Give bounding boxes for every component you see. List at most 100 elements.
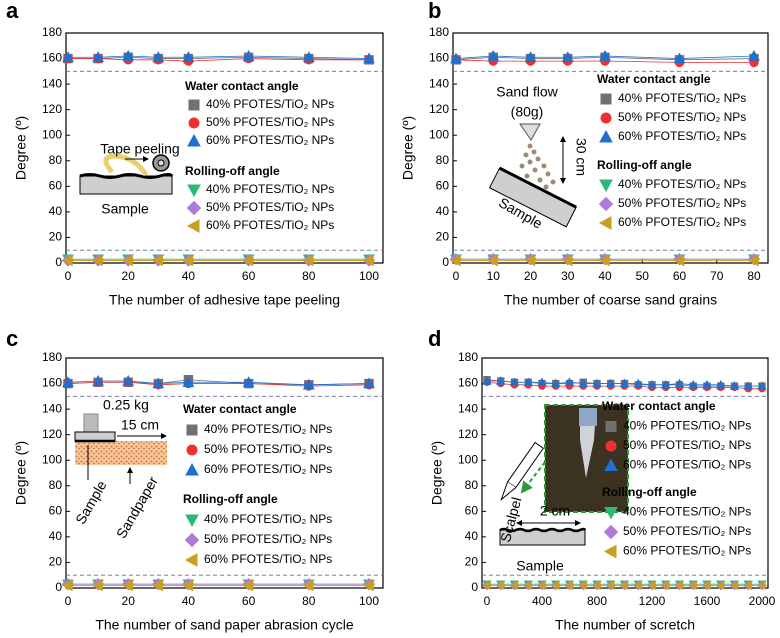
y-tick-label: 140 [42,401,62,415]
series-line [67,380,370,386]
y-tick-label: 120 [429,102,449,116]
data-point [743,580,752,591]
data-point [509,377,520,386]
data-point [122,49,135,61]
data-point [242,254,254,267]
data-point [598,254,610,267]
x-tick-label: 40 [182,594,196,608]
y-tick-label: 60 [436,179,450,193]
x-axis-title: The number of coarse sand grains [504,292,717,308]
annotation: 2 cm [540,503,570,519]
data-point [182,579,194,592]
legend-header: Rolling-off angle [185,164,280,178]
legend-marker [603,544,617,559]
y-tick-label: 140 [458,401,478,415]
data-point [619,580,629,591]
data-point [496,376,506,385]
y-tick-label: 60 [49,179,63,193]
data-point [688,379,698,389]
y-tick-label: 180 [42,350,62,364]
y-axis-title: Degree (º) [429,441,445,505]
x-tick-label: 1600 [694,594,721,608]
legend-header: Rolling-off angle [602,485,697,499]
legend-label: 50% PFOTES/TiO₂ NPs [204,532,332,546]
annotation: Sand flow [496,84,558,100]
series-line [67,381,370,387]
plot-frame [65,357,384,589]
panel-label: a [6,0,19,23]
data-point [578,580,587,591]
y-tick-label: 40 [465,529,479,543]
legend-marker [604,507,618,520]
data-point [509,580,519,591]
data-point [362,579,374,592]
data-point [647,580,656,591]
annotation: Sample [101,201,149,217]
data-point [748,49,760,61]
legend-label: 50% PFOTES/TiO₂ NPs [206,115,334,129]
y-tick-label: 20 [465,555,479,569]
data-point [92,51,104,62]
data-point [702,580,711,591]
data-point [619,378,630,388]
data-point [550,580,560,591]
data-point [702,379,712,389]
data-point [523,377,533,386]
x-axis-title: The number of adhesive tape peeling [109,292,340,308]
data-point [743,381,753,390]
data-point [561,51,574,62]
x-tick-label: 800 [587,594,607,608]
y-axis-title: Degree (º) [400,116,416,180]
x-tick-label: 100 [359,594,379,608]
data-point [122,254,133,267]
y-tick-label: 60 [49,504,63,518]
legend-label: 60% PFOTES/TiO₂ NPs [618,129,746,143]
inset-sand [488,123,577,228]
y-tick-label: 160 [42,51,62,65]
data-point [661,379,671,389]
data-point [599,49,611,61]
annotation: Tape peeling [100,141,179,157]
y-tick-label: 20 [436,230,450,244]
data-point [482,580,491,591]
data-point [564,580,574,591]
x-tick-label: 20 [122,594,136,608]
data-point [61,579,73,592]
legend-marker [188,117,200,129]
x-tick-label: 100 [359,269,379,283]
legend-header: Water contact angle [183,402,297,416]
data-point [363,377,375,389]
data-point [92,374,104,386]
series-line [68,56,370,61]
x-tick-label: 40 [598,269,612,283]
legend-label: 60% PFOTES/TiO₂ NPs [618,215,746,229]
x-tick-label: 70 [710,269,724,283]
panel-label: d [428,326,441,351]
y-tick-label: 180 [458,350,478,364]
legend-label: 40% PFOTES/TiO₂ NPs [618,91,746,105]
x-tick-label: 2000 [749,594,776,608]
data-point [302,579,314,592]
y-tick-label: 80 [49,478,63,492]
y-tick-label: 0 [55,580,62,594]
legend-marker [186,444,198,456]
data-point [487,49,500,61]
legend-header: Water contact angle [602,399,716,413]
y-tick-label: 100 [42,127,62,141]
legend-label: 50% PFOTES/TiO₂ NPs [204,442,332,456]
data-point [61,254,73,267]
legend-marker [599,179,613,193]
legend-marker [600,112,612,124]
y-tick-label: 0 [471,580,478,594]
data-point [362,254,374,267]
legend-label: 40% PFOTES/TiO₂ NPs [204,422,332,436]
legend-label: 60% PFOTES/TiO₂ NPs [204,552,332,566]
x-tick-label: 400 [532,594,552,608]
x-tick-label: 80 [302,594,316,608]
data-point [564,377,575,386]
y-tick-label: 100 [42,452,62,466]
legend-label: 40% PFOTES/TiO₂ NPs [623,419,751,433]
y-tick-label: 0 [442,255,449,269]
legend-marker [186,200,202,216]
y-tick-label: 20 [49,230,63,244]
